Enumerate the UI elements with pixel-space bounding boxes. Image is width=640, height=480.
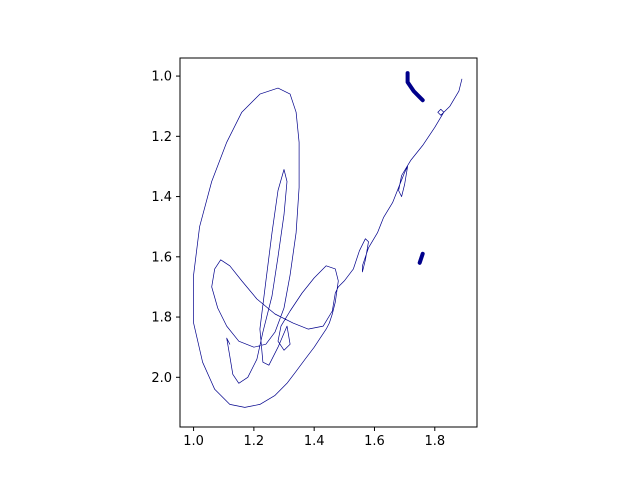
- x-tick-label: 1.6: [364, 434, 385, 449]
- series-line-1: [405, 71, 425, 103]
- series-line-0: [193, 78, 463, 408]
- series-line-2: [417, 251, 425, 265]
- y-tick-label: 2.0: [151, 371, 172, 386]
- y-tick-label: 1.2: [151, 130, 172, 145]
- x-tick-label: 1.4: [304, 434, 325, 449]
- y-tick-label: 1.0: [151, 70, 172, 85]
- x-tick-label: 1.0: [183, 434, 204, 449]
- axes: 1.0 1.2 1.4 1.6 1.8 1.0 1.2 1.4 1.6 1.8 2.0: [151, 70, 445, 449]
- plot-frame: [179, 57, 478, 428]
- plot-area: [193, 71, 463, 408]
- x-tick-label: 1.2: [244, 434, 265, 449]
- y-tick-label: 1.4: [151, 190, 172, 205]
- x-tick-label: 1.8: [424, 434, 445, 449]
- y-tick-label: 1.8: [151, 311, 172, 326]
- y-tick-label: 1.6: [151, 250, 172, 265]
